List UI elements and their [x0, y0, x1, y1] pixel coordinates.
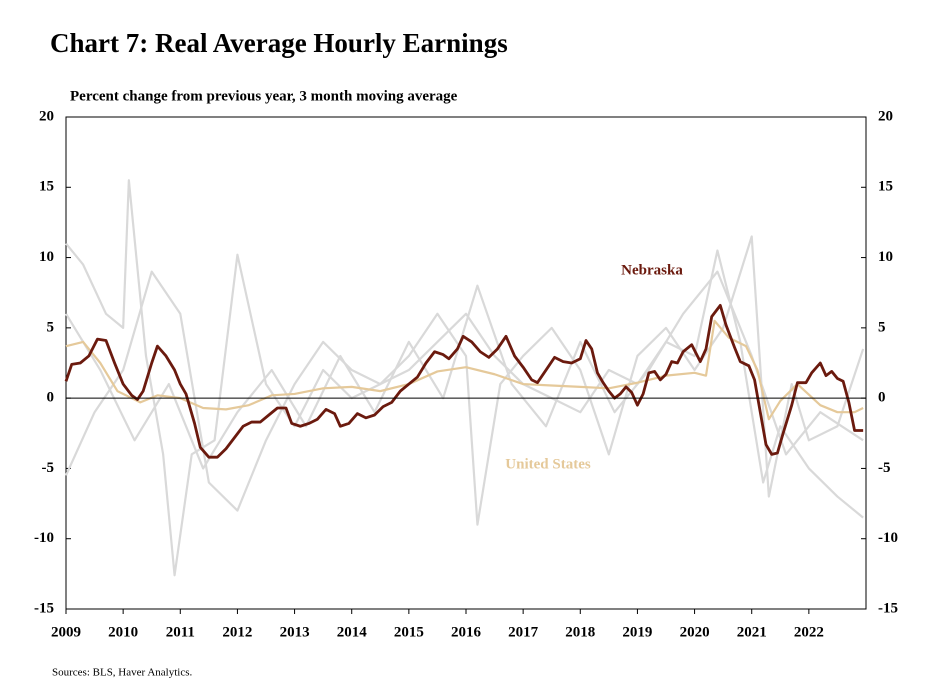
x-tick-label: 2019: [622, 624, 652, 640]
x-tick-label: 2014: [337, 624, 368, 640]
y2-tick-label: 0: [878, 390, 886, 406]
background-line: [64, 235, 865, 526]
y2-tick-label: 10: [878, 249, 893, 265]
x-tick-label: 2018: [565, 624, 595, 640]
y2-tick-label: 20: [878, 108, 893, 124]
y2-tick-label: 15: [878, 179, 893, 195]
y-tick-label: -5: [42, 460, 55, 476]
x-tick-label: 2011: [166, 624, 195, 640]
x-tick-label: 2020: [680, 624, 710, 640]
x-tick-label: 2015: [394, 624, 424, 640]
background-line: [65, 179, 864, 577]
y-tick-label: 20: [39, 108, 54, 124]
subtitle: Percent change from previous year, 3 mon…: [70, 88, 458, 104]
background-line: [65, 270, 864, 470]
x-tick-label: 2021: [737, 624, 767, 640]
y-tick-label: -15: [34, 600, 54, 616]
x-tick-label: 2013: [280, 624, 310, 640]
series-line: [65, 319, 864, 421]
y-tick-label: 15: [39, 179, 54, 195]
series-label: United States: [505, 456, 591, 472]
chart-title: Chart 7: Real Average Hourly Earnings: [50, 28, 508, 58]
series-line: [64, 303, 864, 459]
x-tick-label: 2009: [51, 624, 81, 640]
y-tick-label: -10: [34, 530, 54, 546]
y-tick-label: 5: [47, 319, 55, 335]
y-tick-label: 0: [47, 390, 55, 406]
y2-tick-label: -10: [878, 530, 898, 546]
y2-tick-label: -5: [878, 460, 891, 476]
x-tick-label: 2022: [794, 624, 824, 640]
x-tick-label: 2017: [508, 624, 539, 640]
source: Sources: BLS, Haver Analytics.: [52, 667, 192, 679]
y2-tick-label: 5: [878, 319, 886, 335]
x-tick-label: 2012: [222, 624, 252, 640]
x-tick-label: 2016: [451, 624, 482, 640]
series-label: Nebraska: [621, 262, 683, 278]
x-tick-label: 2010: [108, 624, 138, 640]
y2-tick-label: -15: [878, 600, 898, 616]
y-tick-label: 10: [39, 249, 54, 265]
